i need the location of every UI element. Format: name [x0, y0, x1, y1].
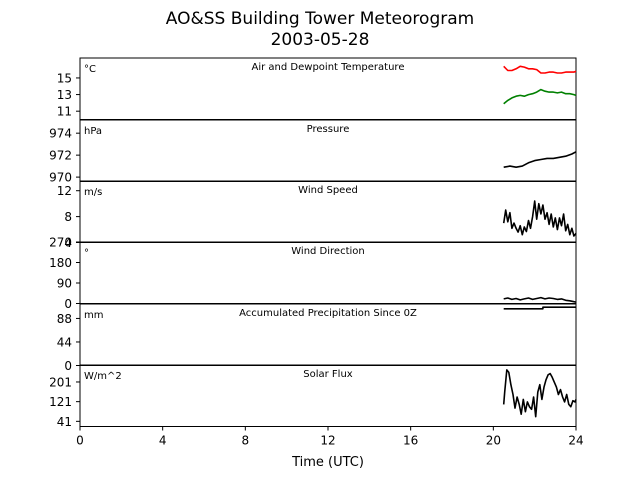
panel-unit-label: W/m^2: [84, 371, 122, 382]
y-tick-label: 972: [49, 149, 72, 163]
y-tick-label: 201: [49, 375, 72, 389]
y-tick-label: 88: [57, 312, 72, 326]
x-axis: 0 4 8 12 16 20 24: [76, 434, 583, 448]
panel-precipitation: Accumulated Precipitation Since 0Z mm 0 44 8…: [57, 303, 577, 373]
y-tick-label: 121: [49, 395, 72, 409]
y-tick-label: 970: [49, 171, 72, 185]
chart-subtitle: 2003-05-28: [271, 30, 370, 50]
y-tick-label: 270: [49, 236, 72, 250]
series-line: [503, 296, 577, 303]
panel-title: Pressure: [307, 124, 350, 135]
y-tick-label: 44: [57, 335, 72, 349]
y-tick-label: 180: [49, 256, 72, 270]
series-line: [503, 306, 576, 310]
panel-pressure: Pressure hPa 970 972 974: [49, 119, 577, 185]
panel-temperature: Air and Dewpoint Temperature °C 11 13 15: [57, 57, 577, 120]
panel-title: Wind Speed: [298, 185, 358, 196]
y-tick-label: 12: [57, 184, 72, 198]
x-tick-label: 16: [403, 434, 418, 448]
panel-unit-label: mm: [84, 310, 103, 321]
y-tick-label: 974: [49, 127, 72, 141]
y-tick-label: 15: [57, 71, 72, 85]
x-axis-label: Time (UTC): [291, 455, 364, 470]
x-tick-label: 0: [76, 434, 84, 448]
y-tick-label: 8: [64, 210, 72, 224]
x-tick-label: 12: [320, 434, 335, 448]
x-tick-label: 4: [159, 434, 167, 448]
panel-solar-flux: Solar Flux W/m^2 41 121 201: [49, 364, 577, 431]
series-line: [502, 369, 577, 418]
panel-unit-label: hPa: [84, 126, 102, 137]
panel-title: Air and Dewpoint Temperature: [252, 62, 405, 73]
y-tick-label: 90: [57, 277, 72, 291]
panel-wind-direction: Wind Direction ° 0 90 180 270: [49, 236, 577, 311]
panel-unit-label: °C: [84, 64, 96, 75]
y-tick-label: 0: [64, 297, 72, 311]
chart-title: AO&SS Building Tower Meteorogram: [166, 9, 474, 29]
series-line: [503, 65, 577, 74]
panel-wind-speed: Wind Speed m/s 4 8 12: [57, 180, 577, 250]
y-tick-label: 41: [57, 415, 72, 429]
y-tick-label: 0: [64, 359, 72, 373]
y-tick-label: 4: [64, 236, 72, 250]
series-line: [503, 88, 577, 105]
panel-title: Accumulated Precipitation Since 0Z: [239, 308, 417, 319]
y-tick-label: 11: [57, 105, 72, 119]
x-tick-label: 20: [486, 434, 501, 448]
panels-group: Air and Dewpoint Temperature °C 11 13 15 Pres…: [49, 57, 577, 431]
panel-unit-label: °: [84, 248, 89, 259]
y-tick-label: 13: [57, 88, 72, 102]
x-tick-label: 8: [242, 434, 250, 448]
x-tick-label: 24: [568, 434, 583, 448]
series-line: [502, 200, 577, 237]
panel-unit-label: m/s: [84, 187, 102, 198]
panel-title: Solar Flux: [303, 369, 353, 380]
panel-title: Wind Direction: [291, 246, 365, 257]
series-line: [503, 151, 577, 168]
